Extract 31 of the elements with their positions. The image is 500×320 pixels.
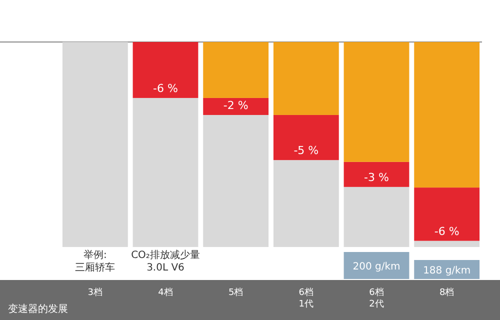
bar <box>344 186 410 247</box>
x-tick-label: 6档 2代 <box>369 287 384 310</box>
annotation: -2 % <box>223 98 248 112</box>
text: 188 g/km <box>423 266 471 276</box>
bar <box>414 42 480 188</box>
text: 举例: 三厢轿车 <box>75 249 116 274</box>
bar <box>203 98 269 115</box>
x-tick-label: 3档 <box>88 287 103 298</box>
bar <box>132 98 198 247</box>
annotation: -6 % <box>434 224 460 238</box>
bar <box>273 42 339 115</box>
bar <box>414 240 480 247</box>
x-axis-title: 变速器的发展 <box>8 303 68 315</box>
annotation: -5 % <box>294 144 319 158</box>
bar <box>62 42 128 247</box>
bar <box>203 114 269 247</box>
bar <box>273 160 339 247</box>
x-tick-label: 4档 <box>158 287 173 298</box>
annotation: -6 % <box>153 82 178 95</box>
bar <box>344 162 410 187</box>
bar <box>203 42 269 98</box>
bar <box>414 188 480 241</box>
x-tick-label: 5档 <box>228 287 244 298</box>
x-tick-label: 8档 <box>439 287 454 298</box>
bar <box>273 114 339 160</box>
text: CO₂排放减少量 3.0L V6 <box>131 249 200 274</box>
text: 200 g/km <box>352 262 400 272</box>
annotation: -3 % <box>364 170 389 184</box>
bar <box>132 42 198 98</box>
x-tick-label: 6档 1代 <box>298 287 314 310</box>
bar <box>344 42 410 162</box>
